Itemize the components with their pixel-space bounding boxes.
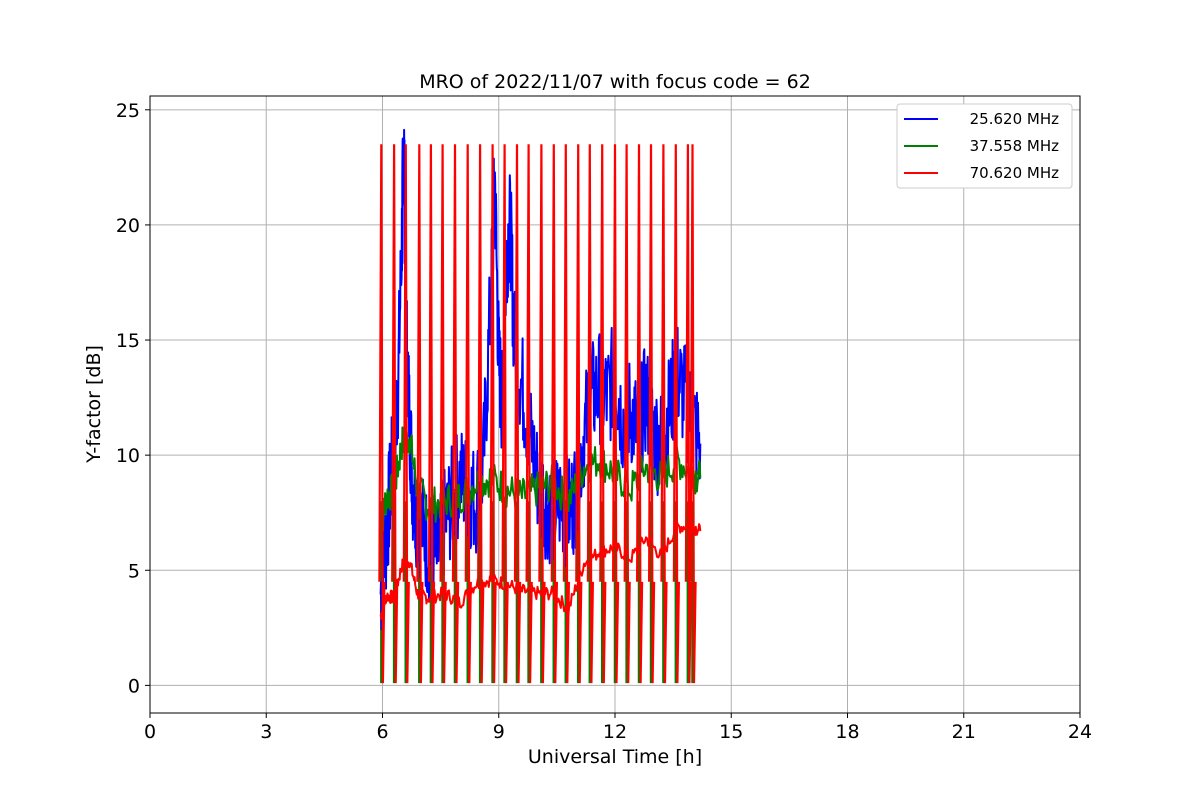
y-tick-label: 10 bbox=[116, 445, 140, 467]
red-spike bbox=[538, 144, 546, 684]
chart-title: MRO of 2022/11/07 with focus code = 62 bbox=[419, 71, 811, 93]
spike-layer bbox=[380, 501, 694, 684]
x-tick-label: 0 bbox=[144, 721, 156, 743]
red-spike bbox=[647, 144, 656, 684]
legend-label: 70.620 MHz bbox=[970, 164, 1059, 182]
y-tick-label: 20 bbox=[116, 215, 140, 237]
x-tick-label: 24 bbox=[1068, 721, 1092, 743]
red-spike bbox=[689, 144, 697, 684]
x-axis-label: Universal Time [h] bbox=[528, 746, 702, 768]
series-layer bbox=[378, 128, 702, 684]
red-spike bbox=[439, 144, 447, 684]
red-spike bbox=[660, 144, 668, 684]
x-tick-label: 15 bbox=[719, 721, 743, 743]
x-axis: 0 3 6 9 12 15 18 21 24 bbox=[144, 713, 1092, 743]
red-spike bbox=[464, 144, 472, 684]
red-spike bbox=[672, 144, 680, 684]
x-tick-label: 18 bbox=[835, 721, 859, 743]
series-line-70-620 bbox=[379, 521, 702, 620]
y-axis: 0 5 10 15 20 25 bbox=[116, 100, 150, 697]
red-spike bbox=[611, 144, 620, 684]
legend-label: 37.558 MHz bbox=[970, 137, 1059, 155]
red-spike bbox=[550, 144, 558, 684]
red-spike bbox=[402, 144, 410, 684]
x-tick-label: 21 bbox=[952, 721, 976, 743]
red-spike bbox=[477, 144, 485, 684]
x-tick-label: 3 bbox=[260, 721, 272, 743]
red-spike bbox=[513, 144, 522, 684]
y-axis-label: Y-factor [dB] bbox=[83, 345, 105, 464]
red-spike bbox=[416, 144, 424, 684]
y-tick-label: 25 bbox=[116, 100, 140, 122]
legend-label: 25.620 MHz bbox=[970, 110, 1059, 128]
red-spike bbox=[599, 144, 607, 684]
red-spike bbox=[586, 144, 594, 684]
x-tick-label: 9 bbox=[493, 721, 505, 743]
x-tick-label: 6 bbox=[376, 721, 388, 743]
red-spike bbox=[378, 144, 386, 684]
red-spike bbox=[635, 144, 644, 684]
red-spike bbox=[684, 144, 693, 684]
red-spike bbox=[451, 144, 460, 684]
red-spike bbox=[489, 144, 497, 684]
legend-box bbox=[896, 103, 1073, 189]
red-spike bbox=[391, 144, 399, 684]
red-spike bbox=[427, 144, 436, 684]
red-spike bbox=[575, 144, 583, 684]
y-tick-label: 5 bbox=[128, 560, 140, 582]
red-spike bbox=[623, 144, 631, 684]
series-line-37-558 bbox=[379, 426, 702, 540]
red-spike bbox=[501, 144, 509, 684]
x-tick-label: 12 bbox=[603, 721, 627, 743]
y-tick-label: 15 bbox=[116, 330, 140, 352]
red-spike bbox=[562, 144, 570, 684]
red-spike bbox=[525, 144, 533, 684]
legend: 25.620 MHz 37.558 MHz 70.620 MHz bbox=[896, 103, 1073, 189]
y-tick-label: 0 bbox=[128, 675, 140, 697]
